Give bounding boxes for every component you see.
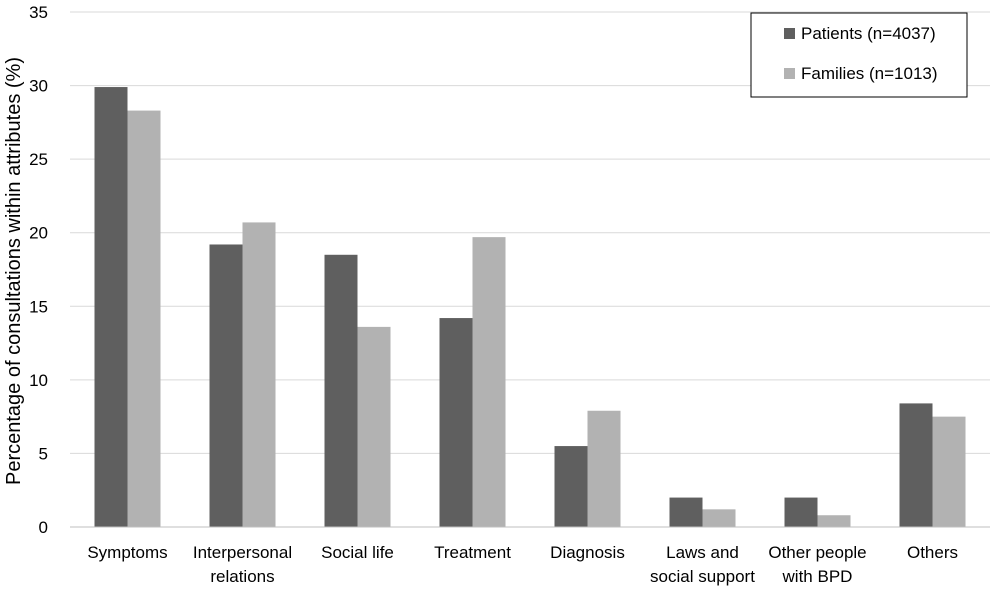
bar-families	[357, 326, 391, 527]
y-axis-title: Percentage of consultations within attri…	[3, 57, 25, 485]
bar-patients	[94, 87, 128, 528]
bar-families	[817, 515, 851, 527]
y-tick-label: 30	[29, 77, 48, 96]
bar-families	[587, 410, 621, 527]
y-tick-label: 35	[29, 3, 48, 22]
legend: Patients (n=4037) Families (n=1013)	[750, 12, 968, 98]
x-tick-label: Other people	[768, 543, 866, 562]
bar-patients	[784, 497, 818, 527]
x-tick-label: with BPD	[782, 567, 853, 586]
legend-label: Families (n=1013)	[801, 64, 938, 83]
x-tick-label: Laws and	[666, 543, 739, 562]
x-tick-label: Social life	[321, 543, 394, 562]
legend-swatch	[784, 28, 795, 39]
bar-families	[702, 509, 736, 527]
x-tick-label: Others	[907, 543, 958, 562]
legend-label: Patients (n=4037)	[801, 24, 936, 43]
x-tick-label: Diagnosis	[550, 543, 625, 562]
x-tick-label: social support	[650, 567, 755, 586]
bar-patients	[209, 244, 243, 527]
bar-families	[242, 222, 276, 527]
bar-patients	[669, 497, 703, 527]
y-tick-label: 5	[39, 444, 48, 463]
x-tick-label: Treatment	[434, 543, 511, 562]
bar-patients	[554, 446, 588, 527]
bars	[94, 87, 966, 528]
bar-patients	[899, 403, 933, 527]
legend-box	[750, 12, 968, 98]
bar-families	[472, 237, 506, 527]
y-tick-label: 0	[39, 518, 48, 537]
bar-patients	[439, 318, 473, 527]
y-tick-label: 20	[29, 224, 48, 243]
x-tick-label: Symptoms	[87, 543, 167, 562]
y-tick-label: 25	[29, 150, 48, 169]
bar-families	[127, 110, 161, 527]
axes: 0 5 10 15 20 25 30 35 Symptoms Interpersonal relat…	[29, 3, 990, 586]
legend-swatch	[784, 68, 795, 79]
x-tick-label: relations	[210, 567, 274, 586]
y-tick-label: 10	[29, 371, 48, 390]
y-tick-label: 15	[29, 297, 48, 316]
bar-families	[932, 416, 966, 527]
x-tick-label: Interpersonal	[193, 543, 292, 562]
bar-patients	[324, 254, 358, 528]
